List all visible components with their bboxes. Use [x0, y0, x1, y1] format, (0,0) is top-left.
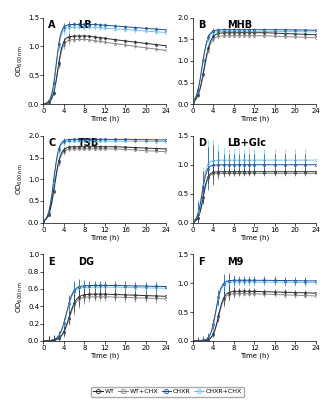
Text: A: A [48, 20, 56, 30]
Text: LB+Glc: LB+Glc [227, 138, 266, 148]
X-axis label: Time (h): Time (h) [90, 116, 119, 122]
Text: F: F [198, 257, 204, 267]
Text: E: E [48, 257, 55, 267]
Y-axis label: OD$_{600\ \mathregular{nm}}$: OD$_{600\ \mathregular{nm}}$ [15, 45, 25, 76]
X-axis label: Time (h): Time (h) [240, 352, 269, 359]
X-axis label: Time (h): Time (h) [240, 234, 269, 241]
Legend: WT, WT+CHX, CHXR, CHXR+CHX: WT, WT+CHX, CHXR, CHXR+CHX [91, 386, 244, 397]
Y-axis label: OD$_{600\ \mathregular{nm}}$: OD$_{600\ \mathregular{nm}}$ [15, 282, 25, 313]
Text: M9: M9 [227, 257, 244, 267]
Text: MHB: MHB [227, 20, 252, 30]
X-axis label: Time (h): Time (h) [90, 234, 119, 241]
Text: TSB: TSB [78, 138, 99, 148]
Y-axis label: OD$_{600\ \mathregular{nm}}$: OD$_{600\ \mathregular{nm}}$ [15, 164, 25, 195]
Text: DG: DG [78, 257, 94, 267]
Text: C: C [48, 138, 56, 148]
Text: D: D [198, 138, 206, 148]
X-axis label: Time (h): Time (h) [90, 352, 119, 359]
Text: B: B [198, 20, 205, 30]
X-axis label: Time (h): Time (h) [240, 116, 269, 122]
Text: LB: LB [78, 20, 91, 30]
